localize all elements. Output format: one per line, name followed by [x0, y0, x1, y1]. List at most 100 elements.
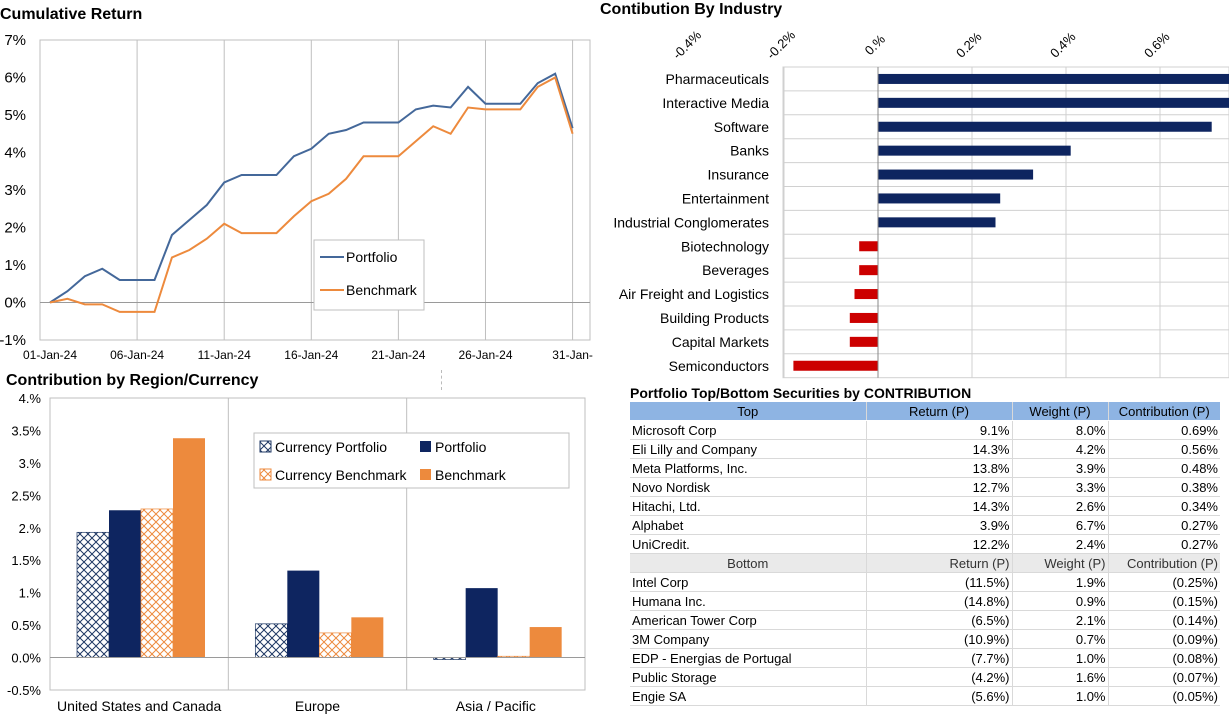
table-cell: (0.09%): [1107, 629, 1220, 649]
table-cell: 0.27%: [1107, 534, 1220, 554]
y-tick-label: -0.5%: [7, 683, 41, 698]
series-line-benchmark: [49, 76, 574, 313]
category-label: Interactive Media: [662, 95, 769, 111]
y-tick-label: 4.%: [19, 391, 42, 406]
y-tick-label: 0%: [4, 295, 26, 312]
x-tick-label: 31-Jan-: [552, 348, 593, 362]
table-cell: (7.7%): [865, 648, 1012, 668]
bar: [465, 588, 498, 658]
category-label: Asia / Pacific: [456, 698, 536, 714]
legend-box: [253, 432, 570, 489]
x-tick-label: 0.2%: [953, 29, 985, 61]
industry-chart-title: Contibution By Industry: [600, 1, 783, 18]
bar: [859, 241, 878, 252]
x-tick-label: 01-Jan-24: [23, 348, 77, 362]
bar: [859, 265, 878, 276]
table-cell: 9.1%: [865, 420, 1012, 440]
table-cell: (0.25%): [1107, 572, 1220, 592]
table-cell: 0.48%: [1107, 458, 1220, 478]
table-row: Humana Inc. (14.8%) 0.9% (0.15%): [630, 591, 1220, 611]
table-cell: 3.3%: [1011, 477, 1108, 497]
y-tick-label: 4%: [4, 145, 26, 162]
category-label: Software: [714, 119, 769, 135]
table-cell: Return (P): [865, 402, 1012, 421]
table-cell: UniCredit.: [630, 534, 866, 554]
y-tick-label: 7%: [4, 32, 26, 49]
table-cell: (0.07%): [1107, 667, 1220, 687]
y-tick-label: 0.5%: [11, 618, 41, 633]
bar: [173, 438, 205, 658]
y-tick-label: 6%: [4, 70, 26, 87]
bar: [318, 632, 352, 658]
table-cell: Eli Lilly and Company: [630, 439, 866, 459]
bar: [878, 145, 1071, 156]
legend-label: Benchmark: [346, 282, 418, 298]
table-subheader-row: Bottom Return (P) Weight (P) Contribution (…: [630, 553, 1220, 573]
table-cell: 0.27%: [1107, 515, 1220, 535]
y-tick-label: 2.5%: [11, 488, 41, 503]
bar: [529, 627, 562, 658]
table-cell: (6.5%): [865, 610, 1012, 630]
y-tick-label: 1.%: [19, 586, 42, 601]
securities-table-title: Portfolio Top/Bottom Securities by CONTR…: [630, 385, 972, 401]
table-row: Alphabet 3.9% 6.7% 0.27%: [630, 515, 1220, 535]
table-cell: Engie SA: [630, 686, 866, 706]
x-tick-label: -0.4%: [670, 27, 705, 62]
region-contribution-chart: -0.5% 0.0% 0.5% 1.% 1.5% 2.% 2.5% 3.% 3.5% 4.% Uni…: [7, 391, 586, 714]
legend-swatch: [259, 468, 272, 481]
table-cell: 1.0%: [1011, 686, 1108, 706]
x-tick-label: 0.4%: [1047, 29, 1079, 61]
table-cell: 0.69%: [1107, 420, 1220, 440]
table-cell: (5.6%): [865, 686, 1012, 706]
x-tick-label: -0.2%: [764, 27, 799, 62]
bar: [140, 508, 174, 658]
category-label: Europe: [295, 698, 340, 714]
table-cell: 0.7%: [1011, 629, 1108, 649]
bar: [878, 121, 1212, 132]
table-cell: 2.6%: [1011, 496, 1108, 516]
y-tick-label: 3.%: [19, 456, 42, 471]
legend-swatch: [259, 440, 272, 453]
table-cell: 6.7%: [1011, 515, 1108, 535]
table-row: UniCredit. 12.2% 2.4% 0.27%: [630, 534, 1220, 554]
table-cell: (14.8%): [865, 591, 1012, 611]
bar: [287, 570, 320, 658]
securities-table-panel: Portfolio Top/Bottom Securities by CONTR…: [630, 384, 1220, 706]
table-cell: Bottom: [630, 553, 866, 573]
x-tick-label: 11-Jan-24: [198, 348, 251, 362]
bar: [254, 623, 288, 658]
bar: [793, 360, 878, 371]
category-label: Capital Markets: [672, 334, 769, 350]
chart-legend: Portfolio Benchmark: [313, 239, 425, 311]
legend-label: Portfolio: [435, 439, 487, 455]
y-tick-label: 1%: [4, 257, 26, 274]
table-cell: Contribution (P): [1107, 553, 1220, 573]
table-cell: 1.0%: [1011, 648, 1108, 668]
legend-label: Currency Benchmark: [275, 467, 407, 483]
category-label: Insurance: [708, 167, 770, 183]
table-cell: 0.34%: [1107, 496, 1220, 516]
cumulative-return-chart: 01-Jan-24 06-Jan-24 11-Jan-24 16-Jan-24 21-J…: [0, 32, 593, 362]
table-cell: 1.6%: [1011, 667, 1108, 687]
category-label: Biotechnology: [681, 238, 769, 254]
table-cell: 0.38%: [1107, 477, 1220, 497]
table-cell: Public Storage: [630, 667, 866, 687]
category-label: United States and Canada: [57, 698, 221, 714]
bar: [109, 510, 141, 658]
x-tick-label: 0.%: [862, 31, 889, 58]
table-cell: 1.9%: [1011, 572, 1108, 592]
table-row: Eli Lilly and Company 14.3% 4.2% 0.56%: [630, 439, 1220, 459]
table-cell: 2.1%: [1011, 610, 1108, 630]
table-cell: 3M Company: [630, 629, 866, 649]
table-cell: 2.4%: [1011, 534, 1108, 554]
bar: [878, 217, 996, 228]
table-cell: Novo Nordisk: [630, 477, 866, 497]
table-row: Public Storage (4.2%) 1.6% (0.07%): [630, 667, 1220, 687]
table-cell: (0.14%): [1107, 610, 1220, 630]
x-tick-label: 26-Jan-24: [458, 348, 512, 362]
y-tick-label: 5%: [4, 107, 26, 124]
bar: [854, 289, 878, 300]
table-cell: Return (P): [865, 553, 1012, 573]
bar: [878, 169, 1034, 180]
region-chart-title: Contribution by Region/Currency: [6, 372, 259, 389]
